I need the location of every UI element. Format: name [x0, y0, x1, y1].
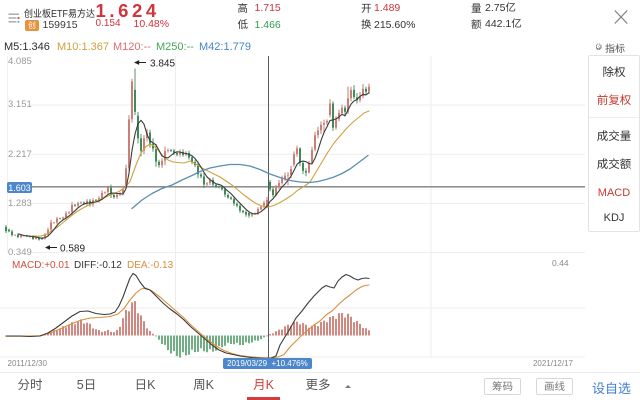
svg-text:3.845: 3.845: [150, 55, 175, 70]
svg-text:0.589: 0.589: [60, 240, 85, 255]
